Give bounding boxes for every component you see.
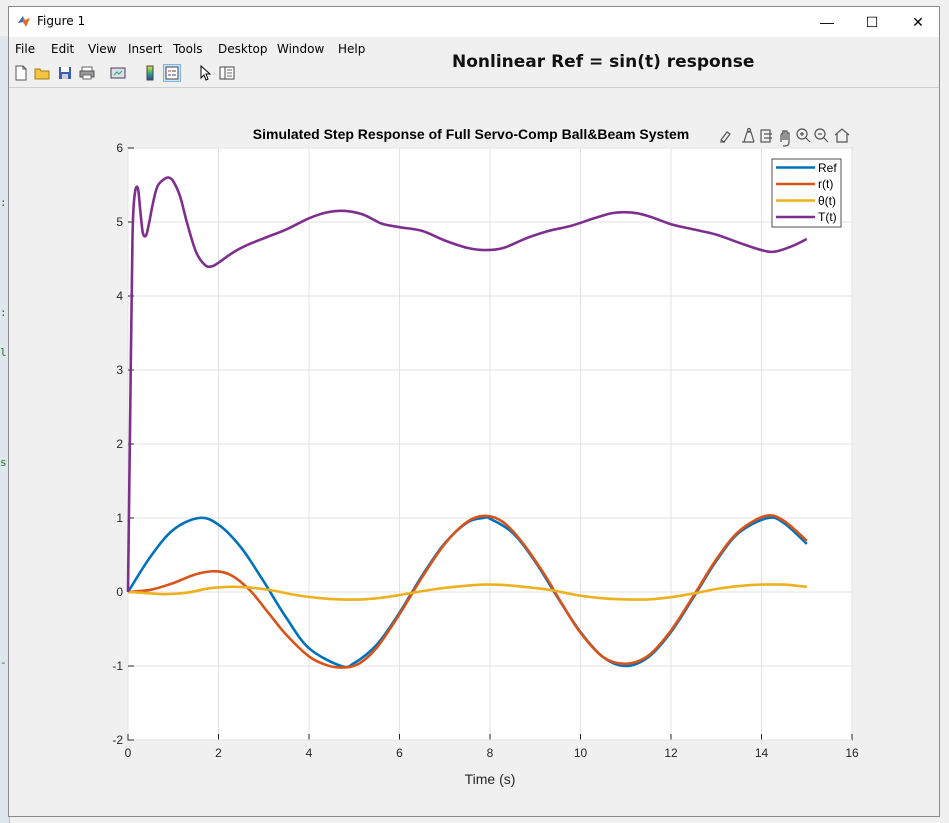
- menu-bar: File Edit View Insert Tools Desktop Wind…: [9, 37, 939, 87]
- series-line-2: [127, 583, 807, 601]
- colorbar-button[interactable]: [141, 64, 159, 82]
- x-tick-label: 16: [845, 746, 859, 760]
- window-title: Figure 1: [37, 14, 86, 28]
- series-line-1: [127, 514, 808, 669]
- overlay-title: Nonlinear Ref = sin(t) response: [452, 52, 755, 72]
- legend-box: [771, 158, 842, 228]
- link-button[interactable]: [109, 64, 127, 82]
- menu-file[interactable]: File: [15, 42, 36, 56]
- menu-help[interactable]: Help: [338, 42, 366, 56]
- matlab-logo-icon: [18, 16, 30, 27]
- pointer-button[interactable]: [196, 64, 214, 82]
- x-tick-label: 12: [664, 746, 678, 760]
- y-tick-label: 2: [116, 437, 123, 451]
- y-tick-label: 0: [116, 585, 123, 599]
- x-axis-label: Time (s): [465, 771, 516, 787]
- property-editor-button[interactable]: [218, 64, 236, 82]
- colorbar-icon: [146, 65, 154, 81]
- open-file-button[interactable]: [33, 64, 51, 82]
- print-icon: [79, 66, 95, 80]
- close-button[interactable]: ✕: [895, 7, 941, 37]
- legend-label: θ(t): [818, 194, 836, 208]
- strip-glyph: -: [0, 656, 7, 669]
- menu-insert[interactable]: Insert: [128, 42, 163, 56]
- close-icon: ✕: [912, 13, 924, 30]
- y-tick-label: 6: [116, 141, 123, 155]
- minimize-button[interactable]: —: [804, 7, 850, 37]
- y-tick-label: 1: [116, 511, 123, 525]
- menu-edit[interactable]: Edit: [51, 42, 75, 56]
- legend-button[interactable]: [163, 64, 181, 82]
- grid: [127, 147, 853, 741]
- menu-tools[interactable]: Tools: [173, 42, 203, 56]
- minimize-icon: —: [820, 14, 834, 30]
- chart-title: Simulated Step Response of Full Servo-Co…: [253, 126, 689, 142]
- maximize-button[interactable]: ☐: [849, 7, 895, 37]
- export-icon[interactable]: [760, 129, 772, 143]
- legend-label: Ref: [818, 161, 837, 175]
- figure-toolbar: [9, 59, 939, 88]
- title-bar: Figure 1 — ☐ ✕: [9, 7, 939, 37]
- x-tick-label: 2: [215, 746, 222, 760]
- maximize-icon: ☐: [865, 13, 879, 30]
- strip-glyph: :: [0, 196, 7, 209]
- zoom-in-icon[interactable]: [796, 128, 811, 143]
- x-tick-label: 4: [306, 746, 313, 760]
- pointer-icon: [200, 65, 211, 81]
- series: [126, 176, 808, 669]
- legend-label: r(t): [818, 177, 833, 191]
- figure-canvas: 0 2 4 6 8 10 12 14 16 -2 -1 0 1 2 3 4 5 6 Simulated Step …: [9, 88, 939, 816]
- x-tick-label: 8: [487, 746, 494, 760]
- strip-glyph: :: [0, 306, 7, 319]
- figure-window: Figure 1 — ☐ ✕ File Edit View Insert Too…: [8, 6, 940, 817]
- y-tick-label: -1: [112, 659, 123, 673]
- y-tick-label: 5: [116, 215, 123, 229]
- brush-icon[interactable]: [720, 131, 731, 143]
- x-tick-label: 10: [574, 746, 588, 760]
- x-tick-label: 6: [396, 746, 403, 760]
- new-figure-icon: [15, 65, 27, 81]
- menu-window[interactable]: Window: [277, 42, 325, 56]
- link-icon: [110, 67, 126, 79]
- legend-label: T(t): [818, 210, 837, 224]
- axes-toolbar: [720, 127, 850, 147]
- strip-glyph: s: [0, 456, 7, 469]
- data-tip-icon[interactable]: [742, 127, 755, 143]
- open-file-icon: [34, 68, 50, 80]
- legend-icon: [165, 66, 179, 80]
- x-tick-label: 0: [125, 746, 132, 760]
- strip-glyph: l: [0, 346, 7, 359]
- x-tick-label: 14: [755, 746, 769, 760]
- y-tick-label: -2: [112, 733, 123, 747]
- pan-icon[interactable]: [780, 130, 790, 147]
- new-figure-button[interactable]: [12, 64, 30, 82]
- save-button[interactable]: [56, 64, 74, 82]
- legend: Ref r(t) θ(t) T(t): [771, 158, 842, 228]
- y-tick-label: 3: [116, 363, 123, 377]
- series-line-3: [126, 176, 808, 593]
- home-icon[interactable]: [834, 128, 850, 143]
- zoom-out-icon[interactable]: [814, 128, 829, 143]
- menu-desktop[interactable]: Desktop: [218, 42, 268, 56]
- print-button[interactable]: [78, 64, 96, 82]
- save-icon: [59, 67, 71, 79]
- y-tick-label: 4: [116, 289, 123, 303]
- menu-view[interactable]: View: [88, 42, 117, 56]
- property-editor-icon: [219, 66, 235, 80]
